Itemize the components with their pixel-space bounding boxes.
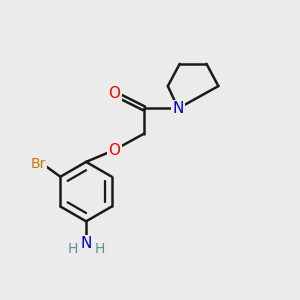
Text: H: H [94, 242, 105, 256]
Text: O: O [108, 86, 120, 101]
Text: Br: Br [31, 157, 46, 171]
Text: N: N [80, 236, 92, 251]
Text: O: O [108, 142, 120, 158]
Text: H: H [68, 242, 78, 256]
Text: N: N [172, 101, 184, 116]
